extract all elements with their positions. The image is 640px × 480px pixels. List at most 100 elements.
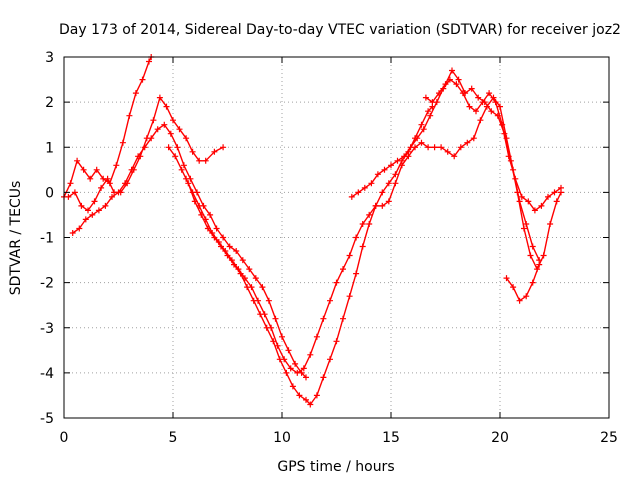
data-point: [558, 189, 564, 196]
data-point: [449, 67, 455, 74]
series-line: [425, 69, 562, 270]
data-point: [196, 202, 203, 209]
data-point: [156, 94, 163, 101]
data-point: [119, 139, 126, 146]
series-arc-5: [183, 94, 543, 376]
data-point: [98, 184, 105, 191]
data-point: [176, 126, 183, 133]
data-point: [418, 121, 425, 128]
data-point: [516, 297, 523, 304]
data-point: [272, 315, 279, 322]
data-point: [368, 180, 375, 187]
data-point: [353, 234, 360, 241]
data-point: [366, 221, 373, 227]
data-point: [246, 266, 253, 273]
data-point: [451, 153, 458, 160]
data-point: [122, 180, 128, 187]
data-point: [468, 85, 475, 92]
data-point: [462, 90, 469, 97]
data-point: [545, 193, 551, 200]
data-point: [285, 347, 292, 354]
y-tick-label: 2: [45, 95, 54, 111]
data-point: [135, 153, 142, 160]
data-point: [189, 189, 196, 196]
series-line: [505, 264, 540, 302]
data-point: [525, 198, 532, 205]
y-tick-label: 3: [45, 50, 54, 66]
data-point: [180, 162, 187, 169]
data-point: [401, 153, 408, 160]
data-point: [167, 130, 174, 137]
data-point: [170, 117, 176, 124]
data-point: [220, 144, 227, 151]
y-tick-label: -2: [40, 276, 54, 292]
data-point: [146, 58, 152, 65]
data-point: [165, 144, 172, 151]
data-point: [527, 252, 534, 259]
data-point: [481, 99, 488, 106]
data-point: [521, 225, 527, 232]
data-point: [531, 207, 538, 214]
data-point: [233, 248, 240, 254]
data-point: [466, 103, 473, 110]
data-point: [438, 144, 445, 151]
grid-lines: [63, 56, 610, 419]
data-point: [252, 275, 259, 282]
data-point: [141, 144, 148, 151]
series-arc-8: [503, 261, 543, 304]
data-point: [431, 144, 438, 151]
data-point: [139, 76, 146, 83]
data-point: [361, 184, 368, 191]
data-point: [128, 166, 135, 173]
x-axis-label: GPS time / hours: [277, 459, 394, 475]
data-point: [510, 284, 517, 291]
data-point: [353, 270, 360, 277]
data-point: [514, 189, 521, 196]
data-point: [178, 166, 185, 173]
data-point: [148, 135, 155, 142]
data-point: [220, 234, 227, 241]
data-point: [429, 99, 436, 106]
data-point: [150, 117, 157, 124]
data-point: [340, 315, 346, 322]
data-point: [93, 166, 100, 173]
data-point: [407, 144, 414, 151]
data-point: [69, 230, 76, 236]
x-tick-label: 25: [600, 430, 618, 446]
data-point: [551, 189, 558, 196]
data-point: [294, 369, 301, 376]
data-point: [442, 81, 449, 88]
data-point: [425, 144, 432, 151]
data-point: [174, 144, 181, 151]
data-point: [300, 365, 307, 372]
data-point: [183, 135, 190, 142]
data-point: [385, 198, 392, 205]
data-point: [536, 261, 543, 268]
data-point: [327, 356, 333, 363]
data-point: [388, 162, 394, 169]
data-point: [327, 297, 333, 304]
data-point: [503, 275, 510, 282]
data-point: [202, 157, 209, 164]
data-point: [523, 221, 530, 227]
data-point: [154, 126, 161, 133]
data-point: [222, 248, 229, 254]
data-point: [492, 99, 499, 106]
data-point: [239, 257, 246, 264]
data-point: [228, 257, 235, 264]
data-point: [359, 243, 366, 250]
data-point: [248, 284, 255, 291]
data-point: [436, 90, 442, 97]
y-tick-label: 1: [45, 140, 54, 156]
data-point: [71, 189, 78, 196]
data-point: [372, 202, 379, 209]
data-point: [67, 180, 74, 187]
chart-title: Day 173 of 2014, Sidereal Day-to-day VTE…: [59, 22, 621, 38]
data-point: [457, 144, 464, 151]
axis-ticks: [63, 56, 610, 419]
data-point: [91, 198, 98, 205]
data-point: [507, 157, 514, 164]
series-arc-2: [65, 94, 227, 214]
data-point: [76, 225, 83, 232]
